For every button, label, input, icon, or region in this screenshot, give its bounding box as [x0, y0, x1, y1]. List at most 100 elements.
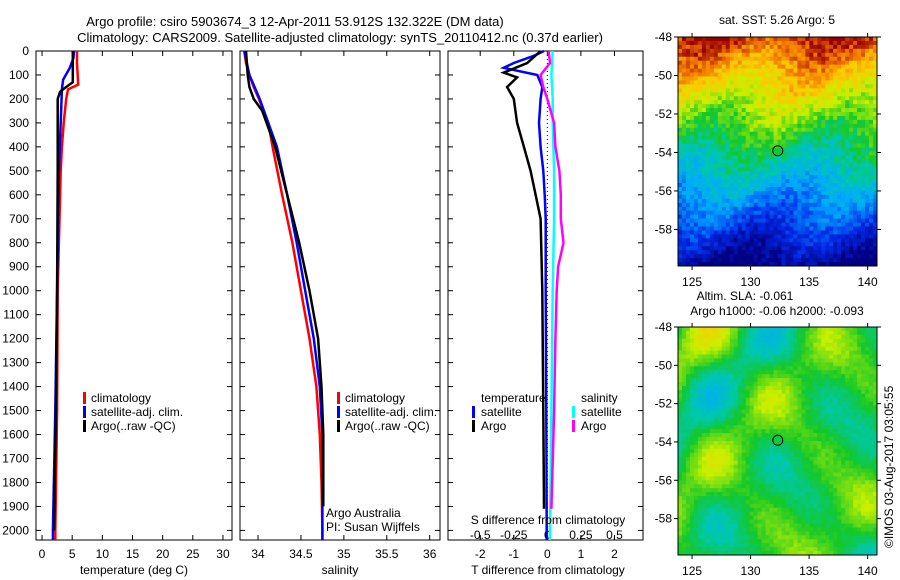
map-cell [845, 378, 850, 383]
map-cell [781, 127, 786, 133]
map-cell [725, 151, 731, 156]
map-cell [837, 48, 842, 54]
map-cell [717, 441, 723, 446]
map-cell [849, 460, 854, 466]
map-cell [749, 374, 755, 379]
map-cell [873, 84, 878, 89]
map-cell [869, 179, 874, 184]
map-cell [777, 342, 782, 348]
map-cell [793, 159, 798, 164]
map-cell [689, 338, 695, 344]
map-cell [869, 190, 874, 196]
map-cell [857, 354, 862, 359]
map-cell [833, 441, 838, 446]
map-cell [821, 444, 826, 450]
map-cell [793, 342, 798, 348]
map-cell [765, 330, 771, 336]
map-cell [729, 448, 735, 454]
map-cell [725, 385, 731, 391]
map-cell [685, 468, 691, 473]
map-cell [765, 456, 771, 462]
map-cell [713, 37, 719, 42]
map-cell [757, 139, 763, 145]
map-cell [765, 258, 771, 263]
map-cell [845, 108, 850, 113]
map-cell [733, 194, 739, 200]
map-cell [721, 389, 727, 395]
map-cell [729, 167, 735, 172]
map-cell [717, 218, 723, 224]
map-cell [721, 206, 727, 212]
map-cell [813, 48, 818, 54]
map-cell [733, 370, 739, 375]
map-cell [717, 112, 723, 117]
map-cell [717, 159, 723, 164]
map-cell [681, 100, 687, 105]
map-cell [833, 230, 838, 235]
map-cell [793, 425, 798, 430]
map-cell [765, 115, 771, 121]
map-cell [861, 100, 866, 105]
map-cell [797, 370, 802, 375]
map-cell [713, 456, 719, 462]
map-cell [861, 234, 866, 239]
map-cell [821, 72, 826, 77]
map-cell [853, 330, 858, 336]
map-cell [701, 330, 707, 336]
map-cell [813, 425, 818, 430]
map-cell [829, 327, 834, 332]
map-cell [725, 358, 731, 363]
map-cell [769, 135, 775, 141]
map-cell [837, 163, 842, 168]
map-cell [769, 198, 775, 204]
map-cell [845, 338, 850, 344]
map-cell [685, 362, 691, 367]
map-cell [833, 358, 838, 363]
map-cell [753, 151, 759, 156]
map-cell [701, 175, 707, 180]
map-cell [861, 258, 866, 263]
map-cell [821, 409, 826, 414]
map-cell [793, 179, 798, 184]
map-cell [697, 464, 703, 470]
map-cell [845, 183, 850, 188]
map-cell [805, 460, 810, 466]
map-cell [829, 409, 834, 414]
map-cell [781, 441, 786, 446]
map-cell [777, 112, 782, 117]
map-cell [693, 80, 699, 85]
map-cell [785, 250, 790, 255]
map-cell [697, 115, 703, 121]
map-cell [777, 206, 782, 212]
map-cell [693, 342, 699, 348]
map-cell [817, 151, 822, 156]
map-cell [689, 448, 695, 454]
map-cell [873, 80, 878, 85]
map-cell [713, 334, 719, 340]
map-cell [817, 183, 822, 188]
map-cell [753, 262, 759, 267]
map-cell [833, 456, 838, 462]
map-cell [829, 358, 834, 363]
map-cell [709, 460, 715, 466]
map-cell [805, 456, 810, 462]
map-cell [689, 327, 695, 332]
map-cell [733, 342, 739, 348]
map-cell [781, 374, 786, 379]
map-cell [749, 115, 755, 121]
map-cell [861, 198, 866, 204]
map-cell [765, 354, 771, 359]
map-cell [873, 464, 878, 470]
map-cell [797, 60, 802, 66]
map-cell [729, 342, 735, 348]
map-cell [825, 151, 830, 156]
map-cell [789, 135, 794, 141]
map-cell [701, 183, 707, 188]
map-cell [797, 194, 802, 200]
map-cell [721, 429, 727, 434]
map-cell [801, 171, 806, 176]
map-cell [861, 393, 866, 399]
map-cell [769, 159, 775, 164]
map-cell [821, 135, 826, 141]
map-cell [805, 254, 810, 259]
